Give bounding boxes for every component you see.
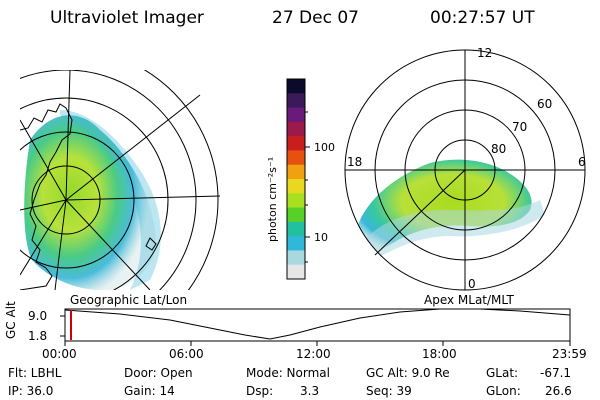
ip-info: IP: 36.0	[8, 384, 54, 398]
time-label: 00:27:57 UT	[430, 8, 535, 28]
timeline-ytick-low: 1.8	[28, 329, 48, 343]
left-panel-caption: Geographic Lat/Lon	[70, 293, 188, 307]
instrument-title: Ultraviolet Imager	[50, 8, 204, 28]
colorbar-segment	[287, 150, 305, 166]
coastline-island	[145, 237, 157, 251]
timeline-xtick-0600: 06:00	[169, 347, 204, 361]
mlat-label-60: 60	[537, 97, 553, 111]
right-panel-caption: Apex MLat/MLT	[424, 293, 514, 307]
latitude-circles	[20, 70, 219, 290]
aurora-speckle-right	[365, 200, 545, 262]
colorbar-segment	[287, 179, 305, 194]
geographic-map	[20, 70, 220, 290]
timeline-xtick-1200: 12:00	[296, 347, 331, 361]
glon-label: GLon:	[486, 384, 521, 398]
colorbar-ticks	[305, 111, 310, 263]
colorbar-segment	[287, 107, 305, 123]
colorbar-segment	[287, 121, 305, 137]
glon-value: 26.6	[545, 384, 572, 398]
colorbar-segment	[287, 79, 305, 94]
filter-info: Flt: LBHL	[8, 366, 62, 380]
seq-info: Seq: 39	[366, 384, 412, 398]
mode-info: Mode: Normal	[246, 366, 330, 380]
glat-value: -67.1	[540, 366, 572, 380]
mlt-label-12: 12	[477, 46, 493, 60]
mlat-label-80: 80	[491, 142, 507, 156]
aurora-image-left	[24, 115, 156, 290]
colorbar-frame	[286, 78, 306, 280]
mlt-lines	[345, 50, 585, 290]
timeline-ticks	[60, 315, 571, 346]
colorbar-segment	[287, 264, 305, 280]
dsp-value: 3.3	[300, 384, 320, 398]
timeline-xtick-0000: 00:00	[42, 347, 77, 361]
gain-info: Gain: 14	[124, 384, 175, 398]
colorbar-segment	[287, 193, 305, 209]
mlat-label-70: 70	[512, 120, 528, 134]
colorbar-segment	[287, 93, 305, 109]
colorbar-segment	[287, 250, 305, 266]
coastline	[20, 103, 73, 290]
timeline-ytick-high: 9.0	[28, 309, 48, 323]
gc-alt-info: GC Alt: 9.0 Re	[366, 366, 450, 380]
mlt-label-0: 0	[468, 277, 476, 291]
altitude-curve	[64, 308, 571, 340]
orbit-timeline	[60, 308, 571, 346]
mlt-label-6: 6	[578, 155, 586, 169]
colorbar	[286, 78, 310, 280]
timeline-axis-label: GC Alt	[4, 301, 18, 339]
colorbar-axis-label: photon cm⁻²s⁻¹	[266, 156, 279, 242]
colorbar-tick-100: 100	[314, 141, 335, 154]
colorbar-tick-10: 10	[314, 231, 328, 244]
glat-label: GLat:	[486, 366, 519, 380]
colorbar-segment	[287, 236, 305, 251]
aurora-speckle-left	[60, 110, 161, 290]
timeline-frame	[64, 308, 571, 342]
colorbar-segment	[287, 136, 305, 151]
timeline-xtick-2359: 23:59	[552, 347, 587, 361]
polar-plot	[344, 49, 586, 291]
colorbar-segment	[287, 221, 305, 237]
date-label: 27 Dec 07	[272, 8, 359, 28]
dsp-label: Dsp:	[246, 384, 274, 398]
timeline-xtick-1800: 18:00	[422, 347, 457, 361]
door-info: Door: Open	[124, 366, 193, 380]
mlt-label-18: 18	[347, 155, 363, 169]
colorbar-segment	[287, 207, 305, 223]
colorbar-segment	[287, 164, 305, 180]
